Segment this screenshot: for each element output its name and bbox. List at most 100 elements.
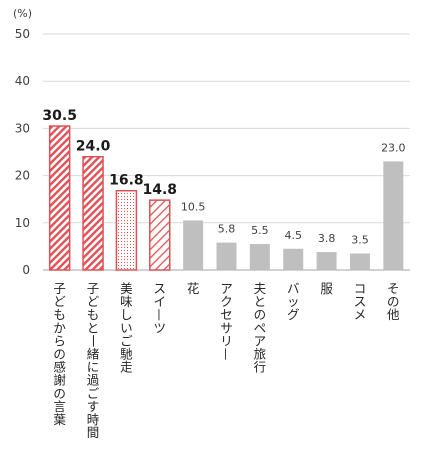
category-label-2-char: ど <box>87 294 100 309</box>
bar-8 <box>283 248 304 270</box>
y-tick-label-0: 0 <box>22 263 30 277</box>
value-label-8: 4.5 <box>284 229 302 242</box>
category-label-2-char: に <box>87 360 100 375</box>
bar-2 <box>82 155 104 271</box>
category-label-5-char: 花 <box>187 281 200 296</box>
category-label-3-char: 味 <box>120 294 133 309</box>
category-label-11-char: の <box>387 294 400 309</box>
y-tick-label-30: 30 <box>15 121 30 135</box>
category-label-7-char: ア <box>254 333 267 348</box>
value-label-layer: 30.5 24.0 16.814.8 10.5 5.8 5.5 4.5 3.8 3.5 23.0 <box>42 108 405 246</box>
category-label-3-char: い <box>120 320 133 335</box>
category-label-2-char: 過 <box>87 373 100 388</box>
category-label-6-char: — <box>219 348 234 361</box>
category-label-2-char: 間 <box>87 425 100 440</box>
category-label-5: 花 <box>187 281 200 296</box>
bar-10 <box>349 253 370 270</box>
category-label-1-char: 謝 <box>53 373 66 388</box>
value-label-4: 14.8 <box>142 182 177 198</box>
bar-5 <box>183 220 204 270</box>
y-tick-label-20: 20 <box>15 169 30 183</box>
category-label-1-char: ら <box>53 333 66 348</box>
y-tick-label-50: 50 <box>15 27 30 41</box>
category-label-7-char: ペ <box>254 320 267 335</box>
value-label-5: 10.5 <box>181 200 206 213</box>
value-label-3: 16.8 <box>109 173 144 189</box>
category-label-1-char: の <box>53 347 66 362</box>
category-label-1-char: 言 <box>53 399 66 414</box>
category-label-4-char: ス <box>154 281 167 296</box>
y-axis-unit-label: (%) <box>13 7 32 20</box>
bar-11 <box>383 161 404 270</box>
category-label-1-char: の <box>53 386 66 401</box>
category-label-2-char: 時 <box>87 412 100 427</box>
category-label-1-char: 葉 <box>53 412 66 427</box>
category-label-10-char: ス <box>354 294 367 309</box>
category-label-1-char: ど <box>53 294 66 309</box>
category-label-3-char: 馳 <box>120 347 133 362</box>
value-label-2: 24.0 <box>76 139 111 155</box>
category-label-7-char: の <box>254 307 267 322</box>
y-tick-label-10: 10 <box>15 216 30 230</box>
category-label-1-char: も <box>53 307 66 322</box>
category-label-2-char: 子 <box>87 281 100 296</box>
category-label-4-char: ツ <box>154 320 167 335</box>
category-label-2-char: と <box>87 320 100 335</box>
category-label-11: その他 <box>387 281 400 322</box>
category-label-2-char: ご <box>87 386 100 401</box>
category-label-2-char: 緒 <box>87 347 100 362</box>
value-label-6: 5.8 <box>218 223 236 236</box>
category-label-8-char: ッ <box>287 294 300 309</box>
value-label-7: 5.5 <box>251 224 269 237</box>
category-label-8: バッグ <box>287 281 300 322</box>
category-label-4: スイ—ツ <box>152 281 167 335</box>
category-label-4-char: イ <box>154 294 167 309</box>
category-label-10-char: メ <box>354 307 367 322</box>
value-label-11: 23.0 <box>381 141 406 154</box>
bar-1 <box>48 125 71 271</box>
category-label-6-char: リ <box>220 333 233 348</box>
category-label-2-char: す <box>87 399 100 414</box>
y-tick-label-40: 40 <box>15 74 30 88</box>
category-label-3-char: し <box>120 307 133 322</box>
category-label-9: 服 <box>320 281 333 296</box>
category-label-6-char: ア <box>220 281 233 296</box>
bar-7 <box>249 244 270 270</box>
category-label-4-char: — <box>152 308 167 321</box>
category-label-3-char: 走 <box>120 360 133 375</box>
bar-3 <box>115 189 138 271</box>
category-label-8-char: バ <box>287 281 300 296</box>
category-label-7-char: と <box>254 294 267 309</box>
category-label-6-char: セ <box>220 307 233 322</box>
category-label-1-char: 感 <box>53 360 66 375</box>
bar-6 <box>216 242 237 270</box>
bar-4 <box>149 199 171 271</box>
category-label-2-char: 一 <box>86 335 101 348</box>
category-label-1-char: か <box>53 320 66 335</box>
category-label-11-char: そ <box>387 281 400 296</box>
y-tick-layer: 0 10 20 30 40 50 <box>15 27 30 277</box>
category-label-7-char: 旅 <box>254 347 267 362</box>
category-label-11-char: 他 <box>387 307 400 322</box>
bar-9 <box>316 252 337 270</box>
category-label-6-char: ク <box>220 294 233 309</box>
category-label-9-char: 服 <box>320 281 333 296</box>
category-label-3-char: 美 <box>120 281 133 296</box>
bar-layer <box>48 125 404 271</box>
value-label-1: 30.5 <box>42 108 77 124</box>
value-label-10: 3.5 <box>351 233 369 246</box>
category-label-7-char: 行 <box>254 360 267 375</box>
category-label-7-char: 夫 <box>254 281 267 296</box>
category-label-10: コスメ <box>354 281 367 322</box>
category-label-8-char: グ <box>287 307 300 322</box>
category-label-1-char: 子 <box>53 281 66 296</box>
category-label-3-char: ご <box>120 333 133 348</box>
